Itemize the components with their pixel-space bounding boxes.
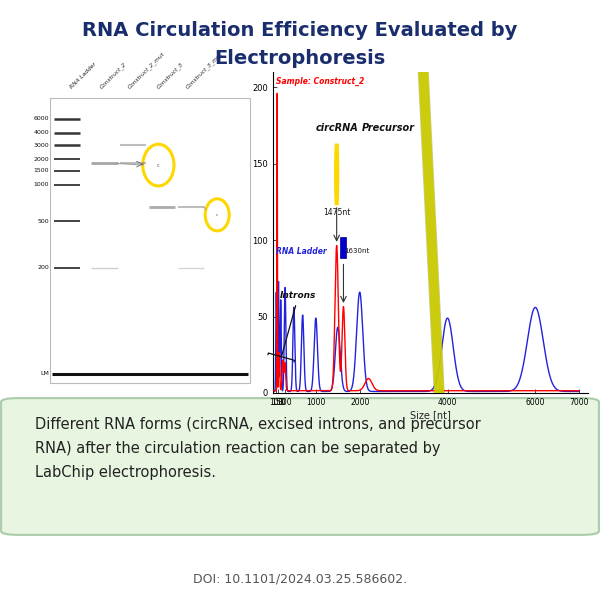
Text: 1630nt: 1630nt [344, 248, 369, 254]
Text: DOI: 10.1101/2024.03.25.586602.: DOI: 10.1101/2024.03.25.586602. [193, 572, 407, 585]
Text: 6000: 6000 [34, 116, 49, 121]
Bar [50, 98, 250, 383]
Text: 4000: 4000 [34, 130, 49, 136]
Text: Introns: Introns [268, 291, 317, 362]
X-axis label: Size [nt]: Size [nt] [410, 410, 451, 419]
FancyBboxPatch shape [1, 398, 599, 535]
Bar [340, 237, 346, 259]
Text: Construct_2: Construct_2 [98, 61, 127, 89]
Text: RNA Ladder: RNA Ladder [70, 62, 98, 89]
Text: c: c [216, 213, 218, 217]
Text: RNA Circulation Efficiency Evaluated by: RNA Circulation Efficiency Evaluated by [82, 21, 518, 40]
Text: Different RNA forms (circRNA, excised introns, and precursor
RNA) after the circ: Different RNA forms (circRNA, excised in… [35, 418, 481, 481]
Text: Construct_3: Construct_3 [156, 61, 185, 89]
Text: Sample: Construct_2: Sample: Construct_2 [276, 77, 364, 86]
Text: Precursor: Precursor [362, 123, 415, 133]
Text: circRNA: circRNA [315, 123, 358, 133]
Text: 1000: 1000 [34, 182, 49, 187]
Text: Construct_2_mut: Construct_2_mut [127, 50, 166, 89]
Text: Electrophoresis: Electrophoresis [214, 49, 386, 68]
Text: RNA Ladder: RNA Ladder [276, 247, 327, 256]
Text: 1500: 1500 [34, 169, 49, 173]
Text: 2000: 2000 [34, 157, 49, 162]
Text: 200: 200 [37, 265, 49, 271]
Text: 1475nt: 1475nt [323, 208, 350, 217]
Text: 500: 500 [38, 219, 49, 224]
Text: LM: LM [40, 371, 49, 376]
Text: 3000: 3000 [34, 143, 49, 148]
Text: c: c [157, 163, 160, 167]
Text: Construct_3_mut: Construct_3_mut [185, 50, 224, 89]
